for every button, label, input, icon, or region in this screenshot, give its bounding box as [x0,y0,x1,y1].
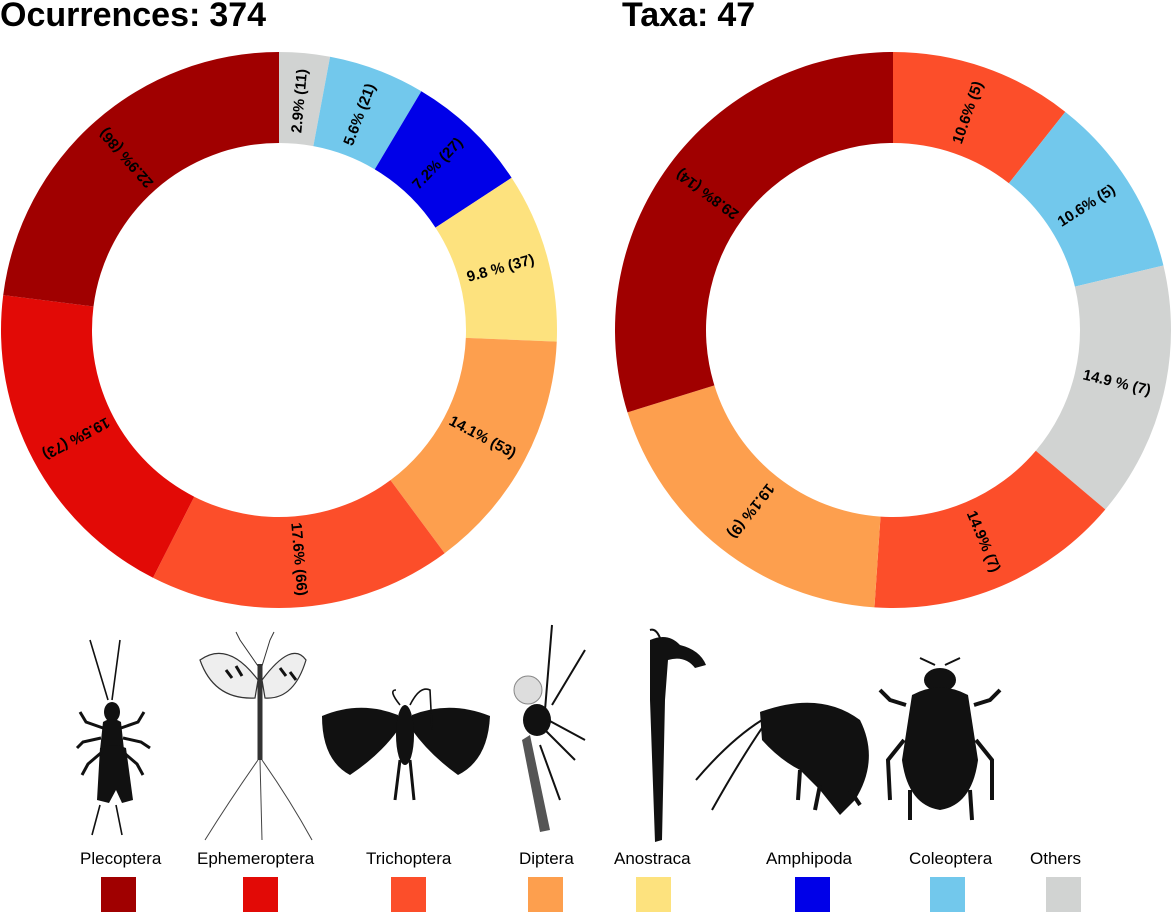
chart-title-taxa: Taxa: 47 [622,0,755,35]
legend-swatch-ephemeroptera [243,877,278,912]
slice-trichoptera [893,52,1066,184]
legend-label-plecoptera: Plecoptera [80,849,162,868]
title-text: Ocurrences [0,0,189,34]
slice-plecoptera [615,52,893,413]
legend-swatch-plecoptera [101,877,136,912]
title-total: 374 [209,0,267,34]
title-text: Taxa [622,0,697,34]
legend-swatch-trichoptera [391,877,426,912]
slice-others [279,52,331,147]
slice-trichoptera [874,450,1106,608]
legend-swatch-amphipoda [795,877,830,912]
legend-label-others: Others [1030,849,1082,868]
slice-trichoptera [152,480,445,608]
legend-label-trichoptera: Trichoptera [366,849,452,868]
donut-occurrences: 2.9% (11) 5.6% (21)7.2% (27)9.8 % (37)14.… [1,52,557,608]
donut-taxa: 10.6% (5)10.6% (5)14.9 % (7)14.9% (7)19.… [615,52,1172,608]
legend-label-coleoptera: Coleoptera [909,849,993,868]
legend-label-anostraca: Anostraca [614,849,691,868]
legend-label-ephemeroptera: Ephemeroptera [197,849,315,868]
chart-title-occurrences: Ocurrences: 374 [0,0,266,35]
legend-swatch-anostraca [636,877,671,912]
slice-label: 17.6% (66) [287,522,310,597]
legend-swatch-others [1046,877,1081,912]
slice-diptera [390,337,557,554]
mayfly-icon [199,631,313,841]
legend-swatch-diptera [528,877,563,912]
slice-plecoptera [3,52,280,307]
slice-coleoptera [1008,111,1164,287]
slice-anostraca [435,177,557,342]
beetle-icon [878,657,1002,821]
slice-others [1035,265,1172,510]
legend-label-diptera: Diptera [519,849,574,868]
slice-amphipoda [374,91,512,228]
legend-label-amphipoda: Amphipoda [766,849,853,868]
fairy-shrimp-icon [649,628,706,842]
stonefly-icon [75,639,151,836]
slice-label: 2.9% (11) [288,68,311,134]
amphipod-icon [695,702,869,815]
legend-swatch-coleoptera [930,877,965,912]
midge-icon [513,624,586,832]
title-total: 47 [717,0,756,34]
slice-coleoptera [313,56,422,170]
caddisfly-icon [322,688,490,801]
slice-ephemeroptera [1,295,195,578]
slice-diptera [627,385,881,608]
